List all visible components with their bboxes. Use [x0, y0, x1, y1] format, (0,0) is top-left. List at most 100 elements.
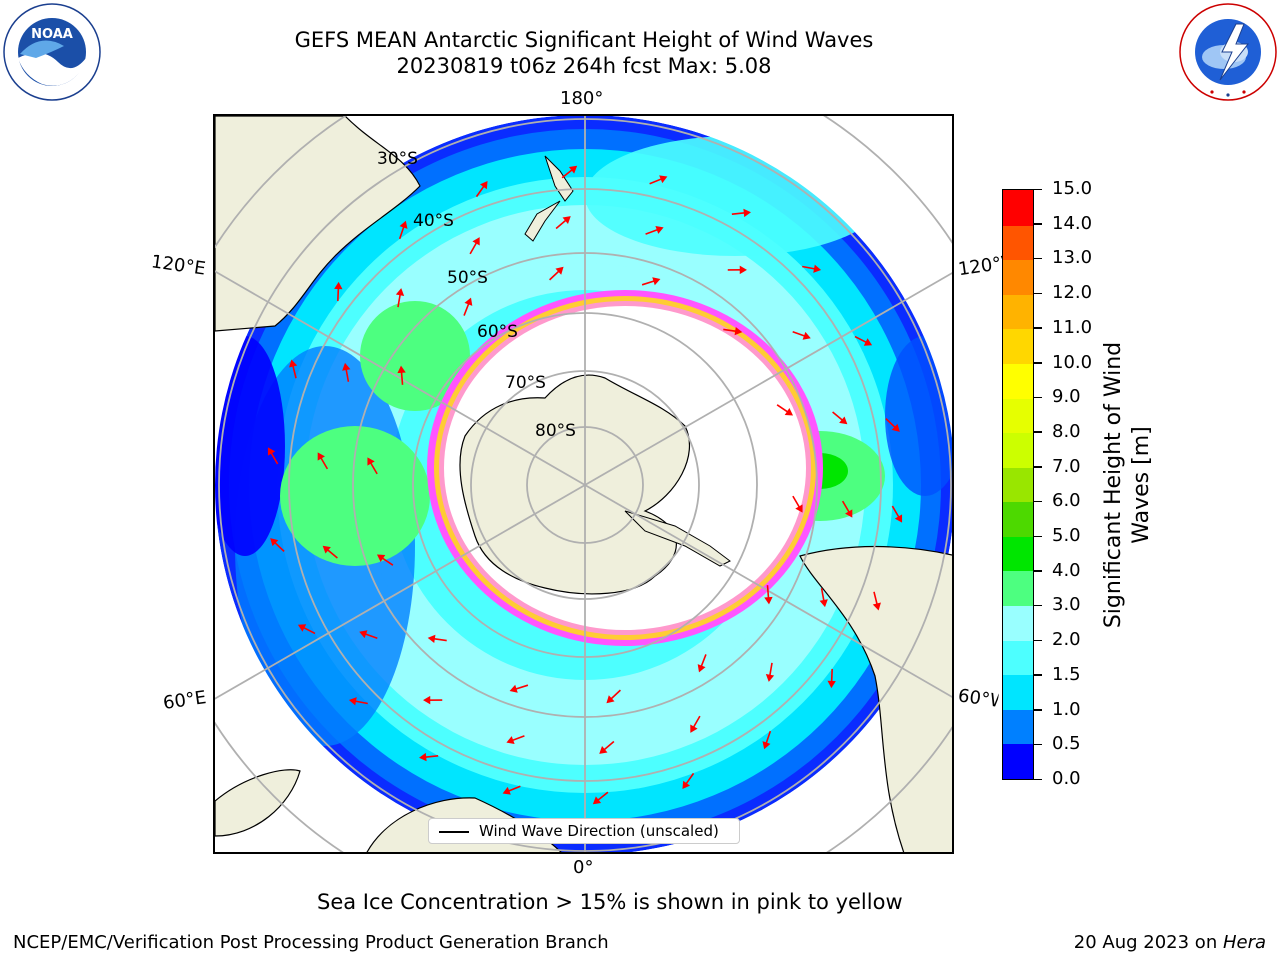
colorbar-tick-label: 4.0 [1052, 559, 1081, 581]
lon-label-60e: 60°E [161, 687, 208, 714]
colorbar-tick [1034, 535, 1042, 538]
colorbar-tick [1034, 188, 1042, 190]
wind-wave-arrowhead [502, 786, 511, 795]
colorbar-tick-label: 6.0 [1052, 490, 1081, 512]
wind-wave-arrowhead [334, 281, 343, 290]
colorbar-tick [1034, 223, 1042, 225]
wind-wave-arrowhead [739, 265, 747, 275]
colorbar-tick-label: 2.0 [1052, 629, 1081, 651]
wind-wave-arrowhead [322, 545, 331, 554]
land-antarctica [459, 374, 691, 595]
sea-ice-note: Sea Ice Concentration > 15% is shown in … [317, 890, 903, 914]
colorbar-tick-label: 15.0 [1052, 178, 1093, 199]
colorbar-segment [1003, 259, 1033, 295]
colorbar-segment [1003, 536, 1033, 572]
wind-wave-arrowhead [894, 514, 903, 523]
wind-wave-arrowhead [289, 359, 298, 368]
wind-wave-arrowhead [568, 165, 578, 174]
colorbar-tick-label: 0.5 [1052, 733, 1081, 755]
wind-wave-arrowhead [863, 338, 873, 346]
wind-wave-arrowhead [399, 220, 408, 229]
wave-height-patch [215, 336, 285, 556]
wind-wave-arrowhead [872, 602, 881, 611]
colorbar-segment [1003, 225, 1033, 261]
land-new-zealand-south [524, 200, 561, 242]
colorbar-tick [1034, 500, 1042, 503]
legend-label: Wind Wave Direction (unscaled) [479, 822, 719, 840]
polar-map: 30°S 40°S 50°S 60°S 70°S 80°S [213, 114, 954, 854]
wave-height-patch-green [360, 301, 470, 411]
wind-wave-arrowhead [359, 630, 368, 639]
colorbar-tick [1034, 396, 1042, 399]
wind-wave-arrowhead [376, 554, 386, 562]
colorbar-tick-label: 7.0 [1052, 455, 1081, 477]
wind-wave-arrowhead [317, 452, 325, 461]
land-south-america [799, 545, 952, 852]
wind-wave-arrowhead [819, 599, 828, 608]
wind-wave-arrowhead [697, 664, 706, 673]
legend-line-swatch [439, 831, 469, 833]
colorbar-tick-label: 5.0 [1052, 525, 1081, 547]
colorbar-tick [1034, 674, 1042, 676]
wind-wave-arrowhead [682, 780, 691, 790]
colorbar-tick [1034, 639, 1042, 642]
nws-logo [1178, 2, 1278, 106]
colorbar-tick-label: 12.0 [1052, 282, 1093, 304]
wind-wave-arrowhead [891, 423, 900, 432]
lon-label-0: 0° [573, 857, 594, 878]
wind-wave-arrowhead [734, 326, 743, 336]
wind-wave-arrowhead [506, 736, 515, 745]
colorbar-segment [1003, 501, 1033, 537]
wind-wave-arrowhead [743, 208, 751, 218]
colorbar-label: Significant Height of Wind Waves [m] [1101, 341, 1154, 629]
wind-wave-arrowhead [427, 634, 436, 644]
latitude-label: 80°S [535, 421, 576, 441]
wind-wave-arrowhead [555, 266, 564, 275]
wind-wave-arrowhead [813, 264, 822, 273]
wind-wave-arrowhead [659, 175, 668, 184]
wind-wave-arrowhead [839, 416, 848, 425]
wind-wave-arrowhead [472, 237, 480, 246]
wind-wave-arrowhead [267, 447, 276, 456]
latitude-label: 30°S [377, 149, 418, 169]
wind-wave-arrowhead [765, 674, 775, 682]
colorbar-tick [1034, 466, 1042, 468]
colorbar-segment [1003, 605, 1033, 641]
wind-wave-arrowhead [397, 365, 406, 374]
colorbar-segment [1003, 432, 1033, 468]
lon-label-180: 180° [560, 88, 604, 109]
colorbar-tick [1034, 743, 1042, 746]
wind-wave-arrowhead [599, 746, 608, 754]
colorbar-tick-label: 9.0 [1052, 386, 1081, 408]
wind-wave-arrowhead [562, 216, 571, 224]
land-australia [215, 116, 421, 332]
latitude-label: 50°S [447, 268, 488, 288]
colorbar-segment [1003, 640, 1033, 676]
map-legend: Wind Wave Direction (unscaled) [428, 818, 740, 844]
wind-wave-arrowhead [464, 297, 473, 306]
wind-wave-arrowhead [395, 288, 405, 296]
latitude-label: 60°S [477, 322, 518, 342]
colorbar-tick-label: 13.0 [1052, 247, 1093, 269]
wind-wave-arrowhead [592, 796, 602, 805]
chart-subtitle: 20230819 t06z 264h fcst Max: 5.08 [396, 54, 772, 78]
colorbar-tick-label: 1.0 [1052, 698, 1081, 720]
lon-label-60w: 60°W [956, 685, 1000, 712]
wind-wave-arrowhead [802, 331, 811, 340]
wind-wave-arrowhead [348, 697, 357, 706]
colorbar-tick [1034, 257, 1042, 260]
colorbar-tick-label: 0.0 [1052, 768, 1081, 789]
latitude-label: 40°S [413, 211, 454, 231]
land-madagascar [215, 769, 301, 837]
footer-date: 20 Aug 2023 on Hera [1074, 932, 1266, 953]
wind-wave-arrowhead [297, 624, 307, 632]
wind-wave-arrowhead [795, 504, 803, 513]
noaa-logo: NOAA [2, 2, 102, 106]
wind-wave-arrowhead [655, 225, 664, 234]
wind-wave-arrowhead [342, 362, 351, 371]
wind-wave-arrowhead [423, 695, 431, 705]
colorbar-segment [1003, 674, 1033, 710]
colorbar-tick [1034, 431, 1042, 433]
colorbar-segment [1003, 467, 1033, 503]
wave-height-patch-green [280, 426, 430, 566]
